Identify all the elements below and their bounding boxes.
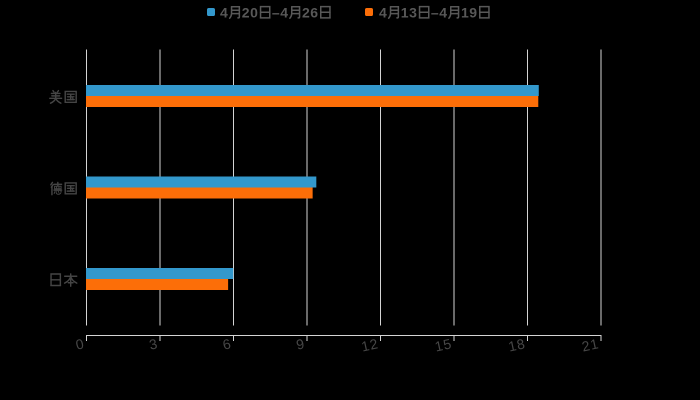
svg-text:12: 12 [360,335,380,354]
svg-text:20: 20 [242,5,259,21]
svg-text:9: 9 [295,335,307,352]
svg-text:4: 4 [220,5,228,21]
svg-text:21: 21 [580,335,600,354]
svg-text:19: 19 [461,5,478,21]
svg-text:6: 6 [221,335,233,352]
svg-text:–4: –4 [272,5,289,21]
svg-text:15: 15 [433,335,453,354]
svg-text:4: 4 [379,5,387,21]
svg-text:–4: –4 [431,5,448,21]
svg-text:13: 13 [401,5,418,21]
svg-text:18: 18 [507,335,527,354]
svg-text:3: 3 [148,335,160,352]
svg-text:0: 0 [74,335,86,352]
svg-text:26: 26 [302,5,319,21]
